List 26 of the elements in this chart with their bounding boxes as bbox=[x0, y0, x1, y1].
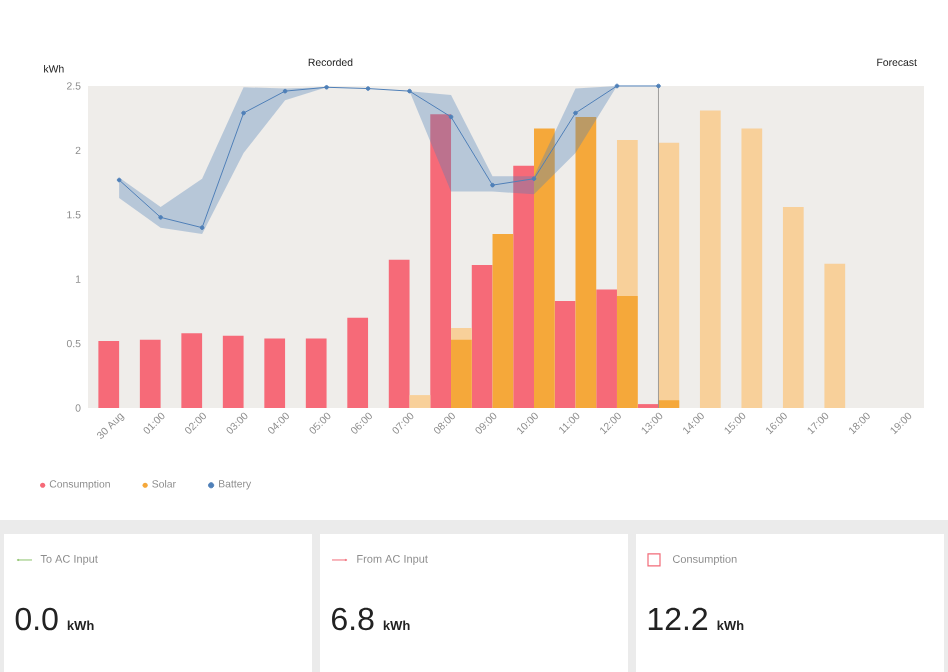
bar bbox=[658, 400, 680, 408]
bar bbox=[181, 333, 203, 408]
bar bbox=[471, 265, 493, 408]
bar bbox=[596, 289, 617, 408]
bar bbox=[616, 295, 638, 408]
bar bbox=[699, 110, 721, 408]
bar bbox=[98, 341, 120, 408]
bar bbox=[139, 339, 161, 408]
bar bbox=[388, 259, 410, 408]
text: 0.0 bbox=[15, 607, 58, 631]
bar bbox=[492, 234, 514, 408]
text: 12.2 bbox=[648, 607, 708, 630]
bar bbox=[430, 114, 452, 408]
bar bbox=[741, 128, 763, 408]
bar bbox=[513, 165, 535, 408]
bar bbox=[782, 207, 804, 408]
bar bbox=[222, 335, 244, 408]
bar bbox=[554, 301, 576, 408]
bar bbox=[824, 263, 846, 408]
text: 6.8 bbox=[332, 607, 374, 631]
bar bbox=[305, 338, 327, 408]
bar bbox=[575, 116, 597, 408]
bar bbox=[347, 317, 369, 408]
bar bbox=[409, 395, 431, 408]
bar bbox=[264, 338, 286, 408]
bar bbox=[534, 128, 555, 408]
